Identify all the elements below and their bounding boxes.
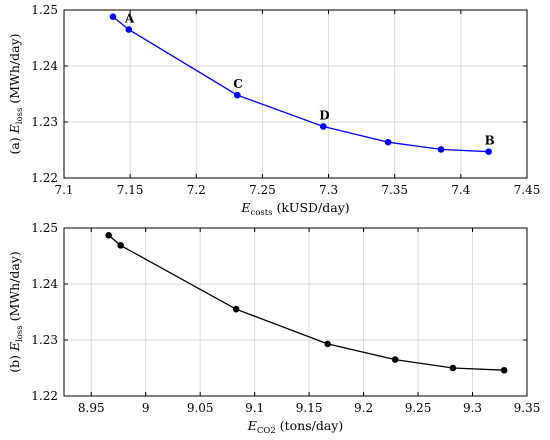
x-axis-label: ECO2 (tons/day) <box>247 418 343 436</box>
y-tick-label: 1.25 <box>31 3 58 17</box>
chart-panel-b: 8.95 9 9.05 9.1 9.15 9.2 9.25 9.3 9.35 1.22 1.23 1.… <box>7 221 540 436</box>
y-axis-label: (b) Eloss (MWh/day) <box>7 251 25 373</box>
data-point <box>500 366 508 374</box>
data-point <box>125 26 133 33</box>
x-tick-label: 9.35 <box>514 401 541 415</box>
y-tick-label: 1.23 <box>31 333 58 347</box>
x-tick-label: 9.1 <box>245 401 264 415</box>
x-tick-label: 9.05 <box>187 401 214 415</box>
x-axis-label: Ecosts (kUSD/day) <box>240 200 349 218</box>
x-tick-label: 9.15 <box>296 401 323 415</box>
series-line <box>112 16 489 153</box>
x-tick-label: 7.45 <box>514 183 541 197</box>
data-point <box>437 146 445 153</box>
y-tick-label: 1.24 <box>31 59 58 73</box>
data-point <box>324 340 331 348</box>
y-tick-label: 1.24 <box>31 277 58 291</box>
data-point <box>384 138 392 146</box>
plot-frame <box>63 227 528 397</box>
y-tick-label: 1.25 <box>31 221 58 235</box>
point-label: D <box>319 108 329 122</box>
x-tick-label: 9.25 <box>405 401 432 415</box>
x-tick-label: 7.2 <box>187 183 206 197</box>
data-point <box>109 13 117 21</box>
x-tick-label: 8.95 <box>78 401 105 415</box>
data-point <box>233 91 241 99</box>
x-tick-label: 7.4 <box>451 183 470 197</box>
data-point <box>117 242 124 249</box>
plot-frame <box>63 9 528 179</box>
y-axis-label: (a) Eloss (MWh/day) <box>7 33 25 154</box>
x-tick-label: 9 <box>142 401 150 415</box>
data-point <box>105 231 112 239</box>
point-label: B <box>485 134 495 148</box>
data-point <box>485 148 492 155</box>
x-tick-label: 7.25 <box>249 183 276 197</box>
y-tick-label: 1.22 <box>31 171 58 185</box>
x-tick-label: 9.3 <box>463 401 482 415</box>
series-line <box>108 234 505 371</box>
x-tick-label: 7.1 <box>54 183 73 197</box>
point-label: A <box>124 12 135 26</box>
x-tick-label: 7.3 <box>319 183 338 197</box>
chart-panel-a: 7.1 7.15 7.2 7.25 7.3 7.35 7.4 7.45 1.22 1.23 1.24… <box>7 3 540 218</box>
y-tick-label: 1.22 <box>31 389 58 403</box>
x-tick-label: 7.35 <box>381 183 408 197</box>
x-tick-label: 9.2 <box>354 401 373 415</box>
y-tick-label: 1.23 <box>31 115 58 129</box>
data-point <box>232 305 240 313</box>
data-point <box>391 356 399 363</box>
data-point <box>319 123 327 130</box>
point-label: C <box>233 77 243 91</box>
data-point <box>449 364 457 372</box>
x-tick-label: 7.15 <box>117 183 144 197</box>
